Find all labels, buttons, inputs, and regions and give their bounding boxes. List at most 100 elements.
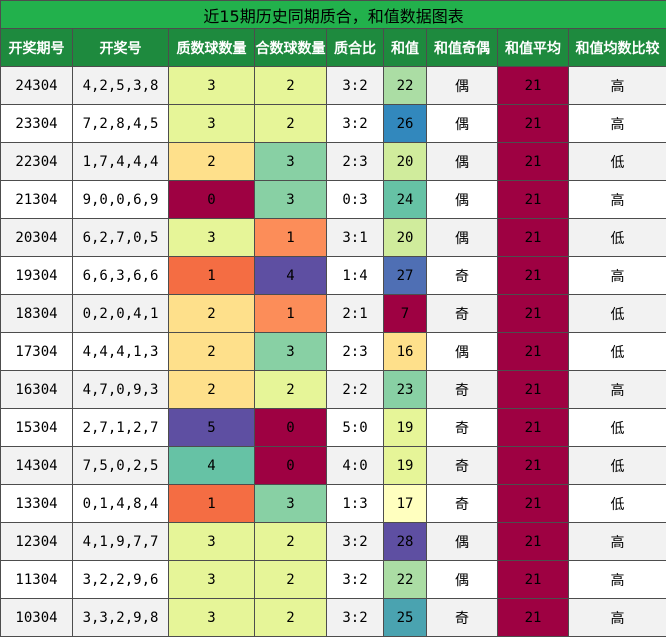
cell-numbers: 1,7,4,4,4: [73, 143, 169, 181]
cell-sum: 16: [384, 333, 427, 371]
cell-sum-compare: 低: [569, 447, 666, 485]
cell-composite-count: 2: [255, 67, 327, 105]
cell-ratio: 5:0: [327, 409, 384, 447]
cell-prime-count: 3: [169, 105, 255, 143]
cell-sum-average: 21: [498, 409, 569, 447]
cell-sum: 24: [384, 181, 427, 219]
cell-ratio: 3:2: [327, 67, 384, 105]
cell-sum: 27: [384, 257, 427, 295]
header-sum-average: 和值平均: [498, 29, 569, 67]
cell-sum-parity: 奇: [427, 409, 498, 447]
header-prime-count: 质数球数量: [169, 29, 255, 67]
cell-sum-average: 21: [498, 485, 569, 523]
cell-sum-compare: 低: [569, 333, 666, 371]
cell-sum-average: 21: [498, 105, 569, 143]
cell-sum-parity: 偶: [427, 105, 498, 143]
cell-numbers: 7,5,0,2,5: [73, 447, 169, 485]
cell-prime-count: 2: [169, 295, 255, 333]
cell-period: 21304: [1, 181, 73, 219]
cell-sum-parity: 偶: [427, 333, 498, 371]
cell-prime-count: 0: [169, 181, 255, 219]
cell-composite-count: 3: [255, 181, 327, 219]
cell-period: 19304: [1, 257, 73, 295]
cell-sum: 7: [384, 295, 427, 333]
cell-composite-count: 2: [255, 105, 327, 143]
cell-sum: 19: [384, 447, 427, 485]
cell-composite-count: 3: [255, 485, 327, 523]
cell-prime-count: 1: [169, 257, 255, 295]
cell-ratio: 0:3: [327, 181, 384, 219]
cell-numbers: 9,0,0,6,9: [73, 181, 169, 219]
cell-sum-compare: 高: [569, 523, 666, 561]
header-ratio: 质合比: [327, 29, 384, 67]
cell-sum-compare: 低: [569, 485, 666, 523]
cell-prime-count: 1: [169, 485, 255, 523]
cell-numbers: 6,6,3,6,6: [73, 257, 169, 295]
cell-sum-parity: 奇: [427, 371, 498, 409]
cell-sum-compare: 低: [569, 219, 666, 257]
cell-ratio: 3:1: [327, 219, 384, 257]
cell-period: 15304: [1, 409, 73, 447]
header-sum: 和值: [384, 29, 427, 67]
cell-prime-count: 2: [169, 143, 255, 181]
cell-sum: 20: [384, 143, 427, 181]
cell-composite-count: 0: [255, 409, 327, 447]
cell-period: 10304: [1, 599, 73, 637]
cell-period: 17304: [1, 333, 73, 371]
cell-sum-parity: 奇: [427, 257, 498, 295]
cell-composite-count: 3: [255, 333, 327, 371]
header-sum-parity: 和值奇偶: [427, 29, 498, 67]
cell-sum-parity: 奇: [427, 599, 498, 637]
cell-sum: 26: [384, 105, 427, 143]
cell-sum-average: 21: [498, 257, 569, 295]
cell-composite-count: 1: [255, 295, 327, 333]
cell-ratio: 2:3: [327, 143, 384, 181]
cell-numbers: 0,1,4,8,4: [73, 485, 169, 523]
cell-composite-count: 2: [255, 523, 327, 561]
cell-sum: 20: [384, 219, 427, 257]
cell-sum-parity: 偶: [427, 181, 498, 219]
cell-numbers: 4,4,4,1,3: [73, 333, 169, 371]
cell-composite-count: 4: [255, 257, 327, 295]
cell-prime-count: 2: [169, 333, 255, 371]
cell-sum-compare: 低: [569, 295, 666, 333]
cell-period: 14304: [1, 447, 73, 485]
cell-sum: 23: [384, 371, 427, 409]
cell-period: 16304: [1, 371, 73, 409]
cell-sum-average: 21: [498, 371, 569, 409]
cell-composite-count: 2: [255, 599, 327, 637]
cell-period: 22304: [1, 143, 73, 181]
cell-period: 12304: [1, 523, 73, 561]
cell-sum: 28: [384, 523, 427, 561]
cell-sum-average: 21: [498, 561, 569, 599]
cell-sum-parity: 偶: [427, 143, 498, 181]
cell-ratio: 2:1: [327, 295, 384, 333]
cell-prime-count: 4: [169, 447, 255, 485]
header-sum-compare: 和值均数比较: [569, 29, 666, 67]
cell-period: 20304: [1, 219, 73, 257]
cell-numbers: 0,2,0,4,1: [73, 295, 169, 333]
cell-period: 23304: [1, 105, 73, 143]
cell-sum-parity: 偶: [427, 219, 498, 257]
cell-prime-count: 3: [169, 219, 255, 257]
cell-sum-compare: 高: [569, 371, 666, 409]
cell-sum: 17: [384, 485, 427, 523]
cell-composite-count: 3: [255, 143, 327, 181]
cell-sum-compare: 高: [569, 105, 666, 143]
cell-sum-average: 21: [498, 295, 569, 333]
cell-prime-count: 3: [169, 599, 255, 637]
cell-ratio: 4:0: [327, 447, 384, 485]
cell-prime-count: 3: [169, 523, 255, 561]
cell-sum-parity: 奇: [427, 485, 498, 523]
cell-sum-average: 21: [498, 523, 569, 561]
cell-composite-count: 0: [255, 447, 327, 485]
